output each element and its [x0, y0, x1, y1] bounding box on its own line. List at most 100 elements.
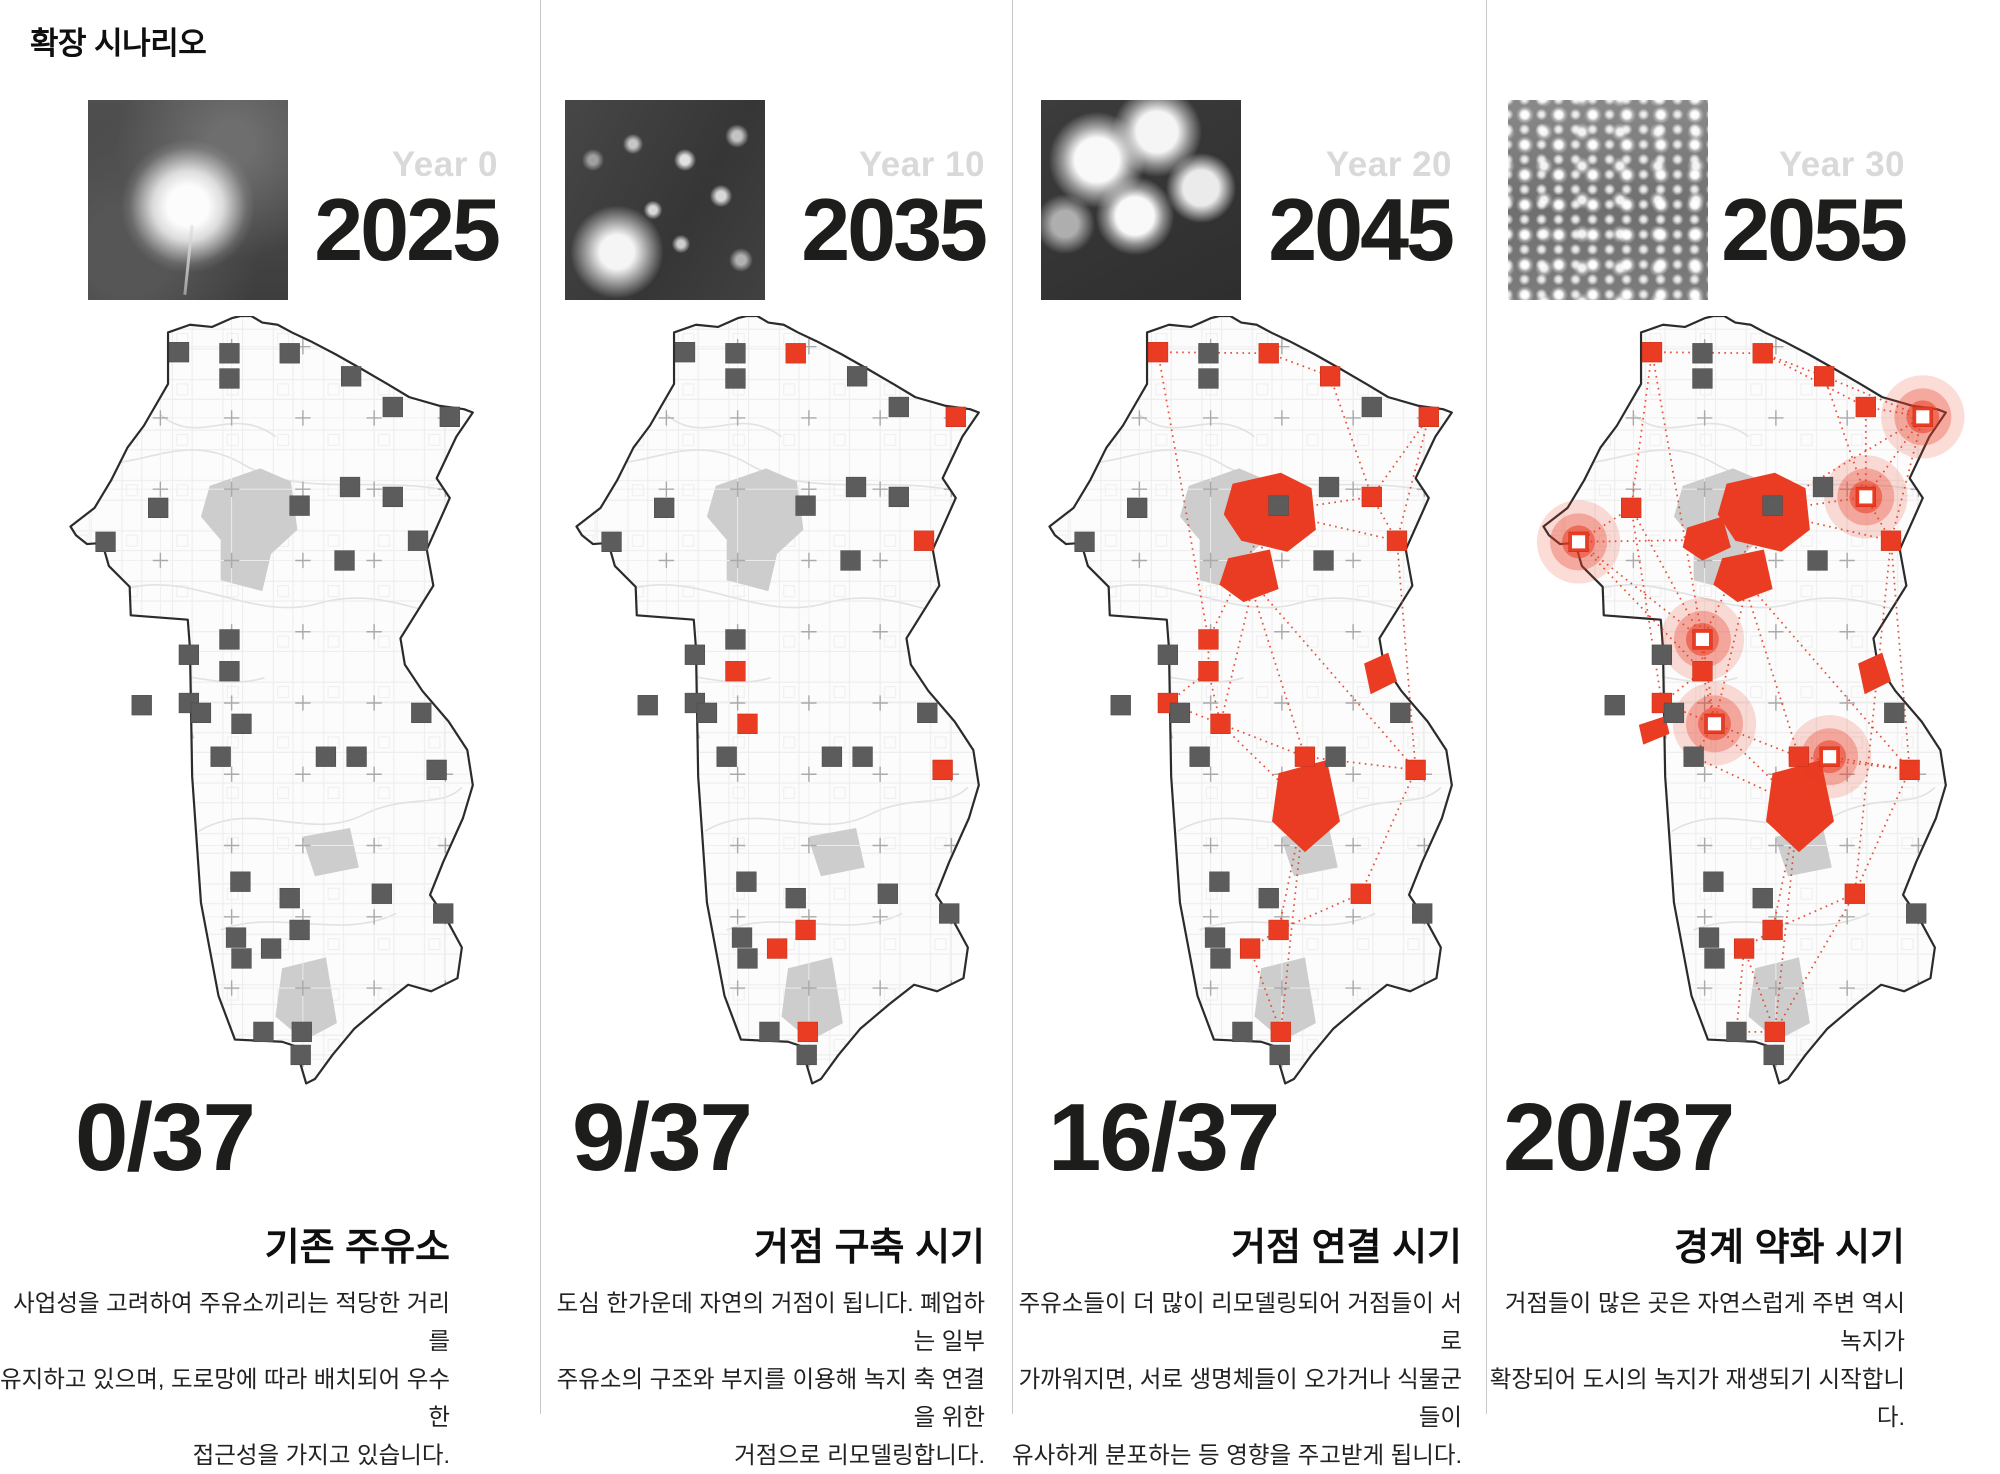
remodeled-station-marker — [1845, 884, 1865, 904]
district-map-svg — [1486, 316, 2000, 1090]
gas-station-marker — [347, 747, 367, 767]
gas-station-marker — [1763, 496, 1783, 516]
gas-station-marker — [847, 366, 867, 386]
gas-station-marker — [1111, 695, 1131, 715]
phase-description-line: 유사하게 분포하는 등 영향을 주고받게 됩니다. — [1012, 1436, 1462, 1474]
gas-station-marker — [1906, 904, 1926, 924]
gas-station-marker — [602, 532, 622, 552]
gas-station-marker — [738, 949, 758, 969]
gas-station-marker — [889, 397, 909, 417]
gas-station-marker — [1269, 496, 1289, 516]
gas-station-marker — [232, 714, 252, 734]
station-count: 0/37 — [75, 1090, 254, 1186]
dandelion-photo — [88, 100, 288, 300]
gas-station-marker — [1664, 703, 1684, 723]
remodeled-station-marker — [1881, 531, 1901, 551]
gas-station-marker — [231, 872, 251, 892]
remodeled-station-marker — [1387, 531, 1407, 551]
gas-station-marker — [737, 872, 757, 892]
remodeled-station-marker — [1295, 747, 1315, 767]
remodeled-station-marker — [1789, 747, 1809, 767]
gas-station-marker — [726, 343, 746, 363]
year-value: 2055 — [1721, 186, 1905, 274]
gas-station-marker — [408, 531, 428, 551]
gas-station-marker — [1764, 1045, 1784, 1065]
remodeled-station-marker — [738, 714, 758, 734]
district-map — [0, 316, 540, 1090]
phase-description-line: 접근성을 가지고 있습니다. — [0, 1436, 450, 1474]
gas-station-marker — [1319, 477, 1339, 497]
phase-description-line: 거점으로 리모델링합니다. — [540, 1436, 985, 1474]
year-block: Year 10 2035 — [801, 146, 985, 274]
gas-station-marker — [96, 532, 116, 552]
remodeled-station-marker — [726, 661, 746, 681]
gas-station-marker — [1127, 498, 1147, 518]
phase-heading: 경계 약화 시기 — [1674, 1216, 1905, 1271]
gas-station-marker — [1314, 551, 1334, 571]
gas-station-marker — [675, 342, 695, 362]
remodeled-station-marker — [1148, 342, 1168, 362]
year-block: Year 30 2055 — [1721, 146, 1905, 274]
gas-station-marker — [1211, 949, 1231, 969]
district-map — [1012, 316, 1486, 1090]
gas-station-marker — [1170, 703, 1190, 723]
gas-station-marker — [440, 407, 460, 427]
gas-station-marker — [786, 888, 806, 908]
phase-description-line: 거점들이 많은 곳은 자연스럽게 주변 역시 녹지가 — [1486, 1284, 1905, 1360]
gas-station-marker — [1684, 747, 1704, 767]
gas-station-marker — [841, 551, 861, 571]
remodeled-station-marker — [1351, 884, 1371, 904]
year-offset-label: Year 20 — [1268, 146, 1452, 185]
gas-station-marker — [290, 496, 310, 516]
scenario-column-year0: Year 0 2025 0/37 기존 주유소 사업성을 고려하여 주유소끼리는… — [0, 0, 540, 1414]
gas-station-marker — [292, 1022, 312, 1042]
remodeled-station-marker — [1419, 407, 1439, 427]
gas-station-marker — [1412, 904, 1432, 924]
gas-station-marker — [254, 1022, 274, 1042]
remodeled-station-marker — [1642, 342, 1662, 362]
scenario-column-year20: Year 20 2045 16/37 거점 연결 시기 주유소들이 더 많이 리… — [1012, 0, 1486, 1414]
district-map — [540, 316, 1012, 1090]
phase-description-line: 유지하고 있으며, 도로망에 따라 배치되어 우수한 — [0, 1360, 450, 1436]
remodeled-station-marker — [1765, 1022, 1785, 1042]
remodeled-station-marker — [946, 407, 966, 427]
gas-station-marker — [261, 939, 281, 959]
phase-heading: 거점 구축 시기 — [754, 1216, 985, 1271]
gas-station-marker — [280, 343, 300, 363]
gas-station-marker — [372, 884, 392, 904]
gas-station-marker — [1390, 703, 1410, 723]
remodeled-station-marker — [1199, 630, 1219, 650]
gas-station-marker — [1270, 1045, 1290, 1065]
phase-description-line: 사업성을 고려하여 주유소끼리는 적당한 거리를 — [0, 1284, 450, 1360]
remodeled-station-marker — [1240, 939, 1260, 959]
scenario-board: 확장 시나리오 Year 0 2025 0/37 기존 주유소 사업성을 고려하… — [0, 0, 2000, 1414]
gas-station-marker — [889, 487, 909, 507]
remodeled-station-marker — [786, 343, 806, 363]
gas-station-marker — [1704, 872, 1724, 892]
gas-station-marker — [654, 498, 674, 518]
district-map-svg — [540, 316, 1012, 1090]
gas-station-marker — [232, 949, 252, 969]
year-block: Year 20 2045 — [1268, 146, 1452, 274]
gas-station-marker — [383, 487, 403, 507]
gas-station-marker — [697, 703, 717, 723]
gas-station-marker — [1693, 343, 1713, 363]
gas-station-marker — [220, 369, 240, 389]
gas-station-marker — [1075, 532, 1095, 552]
gas-station-marker — [638, 695, 658, 715]
gas-station-marker — [316, 747, 336, 767]
gas-station-marker — [853, 747, 873, 767]
year-value: 2025 — [314, 186, 498, 274]
gas-station-marker — [411, 703, 431, 723]
gas-station-marker — [383, 397, 403, 417]
year-offset-label: Year 30 — [1721, 146, 1905, 185]
phase-description-line: 주유소들이 더 많이 리모델링되어 거점들이 서로 — [1012, 1284, 1462, 1360]
gas-station-marker — [1190, 747, 1210, 767]
remodeled-station-marker — [798, 1022, 818, 1042]
gas-station-marker — [1259, 888, 1279, 908]
gas-station-marker — [220, 343, 240, 363]
gas-station-marker — [1693, 369, 1713, 389]
gas-station-marker — [179, 645, 199, 665]
